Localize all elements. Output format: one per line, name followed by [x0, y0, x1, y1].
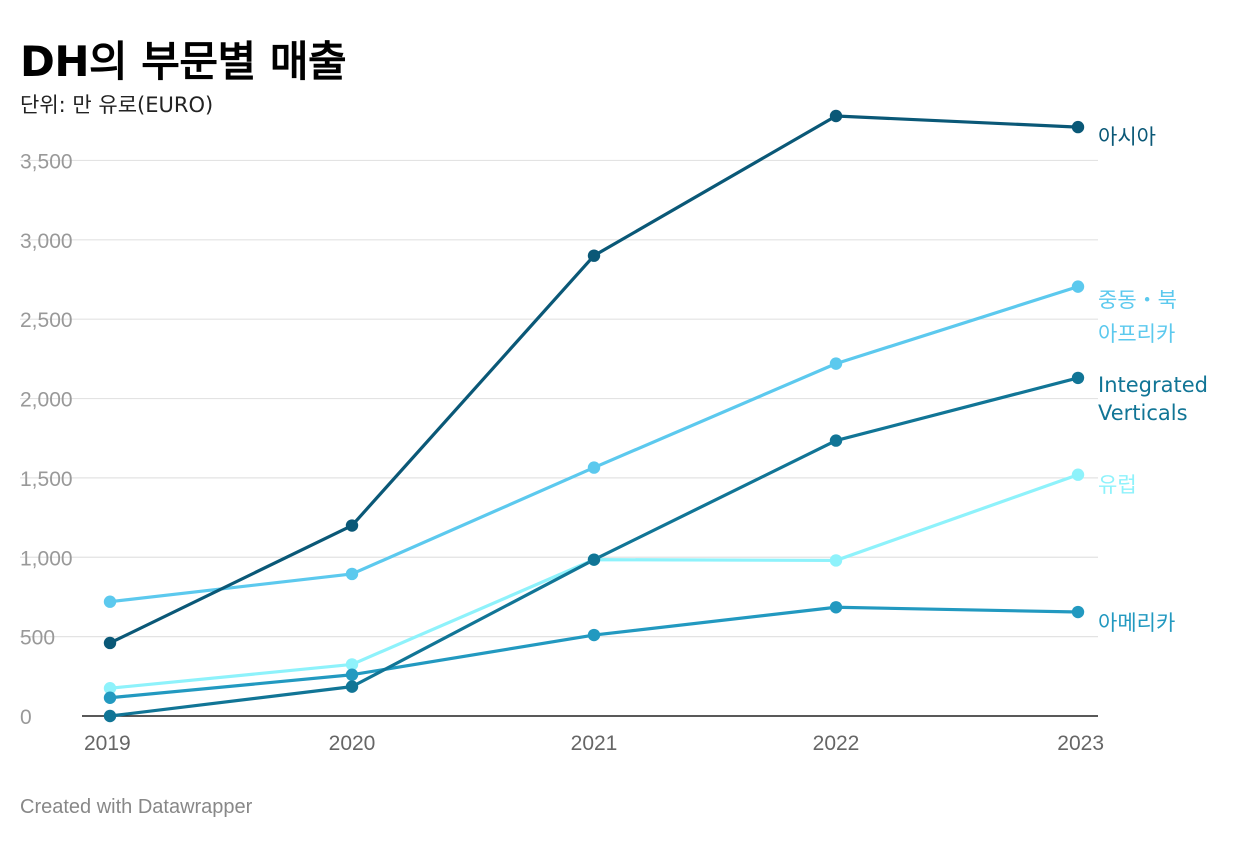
data-point: [103, 691, 117, 704]
data-point: [1071, 371, 1085, 385]
y-tick-label: 1,000: [20, 547, 73, 570]
gridlines: [20, 159, 1098, 638]
y-tick-label: 3,500: [20, 150, 73, 173]
x-tick-label: 2023: [1057, 732, 1104, 755]
x-tick-label: 2021: [571, 732, 618, 755]
chart-subtitle: 단위: 만 유로(EURO): [20, 93, 214, 117]
series-label: 유럽: [1098, 473, 1137, 497]
y-tick-label: 500: [20, 627, 55, 650]
series-label: 아메리카: [1098, 611, 1175, 635]
data-point: [345, 567, 359, 581]
data-point: [587, 553, 601, 566]
data-point: [1071, 468, 1085, 481]
series-label: Integrated: [1098, 373, 1208, 397]
y-tick-label: 2,500: [20, 309, 73, 332]
series-line: [108, 473, 1080, 690]
data-point: [587, 461, 601, 474]
data-point: [829, 434, 843, 447]
data-point: [345, 519, 359, 532]
data-point: [103, 595, 117, 608]
y-tick-label: 2,000: [20, 389, 73, 412]
data-point: [103, 709, 117, 723]
data-point: [1071, 605, 1085, 619]
x-axis-ticks: 2019 2020 2021 2022 2023: [84, 732, 1104, 755]
chart-title: DH의 부문별 매출: [20, 37, 347, 86]
data-point: [345, 680, 359, 693]
series-line: [108, 605, 1080, 700]
data-point: [1071, 280, 1085, 293]
data-point: [103, 682, 117, 695]
data-point: [345, 658, 359, 671]
x-tick-label: 2019: [84, 732, 131, 755]
data-point: [345, 668, 359, 681]
data-point: [829, 601, 843, 614]
series-label: 아시아: [1098, 125, 1156, 149]
x-tick-label: 2020: [329, 732, 376, 755]
x-tick-label: 2022: [813, 732, 860, 755]
series-label: 아프리카: [1098, 322, 1175, 346]
data-point: [829, 554, 843, 567]
data-point: [103, 636, 117, 650]
series-lines: [108, 114, 1080, 718]
y-tick-label: 3,000: [20, 230, 73, 253]
data-point: [829, 357, 843, 370]
credit-footer: Created with Datawrapper: [20, 796, 253, 818]
series-label: 중동・북: [1098, 288, 1177, 312]
data-point: [587, 249, 601, 262]
series-points: [103, 109, 1085, 723]
data-point: [587, 628, 601, 642]
series-label: Verticals: [1098, 401, 1188, 425]
y-tick-label: 1,500: [20, 468, 73, 491]
series-line: [108, 376, 1080, 718]
y-axis-ticks: 0 500 1,000 1,500 2,000 2,500 3,000 3,500: [20, 150, 73, 729]
data-point: [829, 109, 843, 123]
data-point: [1071, 120, 1085, 134]
y-tick-label: 0: [20, 706, 32, 729]
